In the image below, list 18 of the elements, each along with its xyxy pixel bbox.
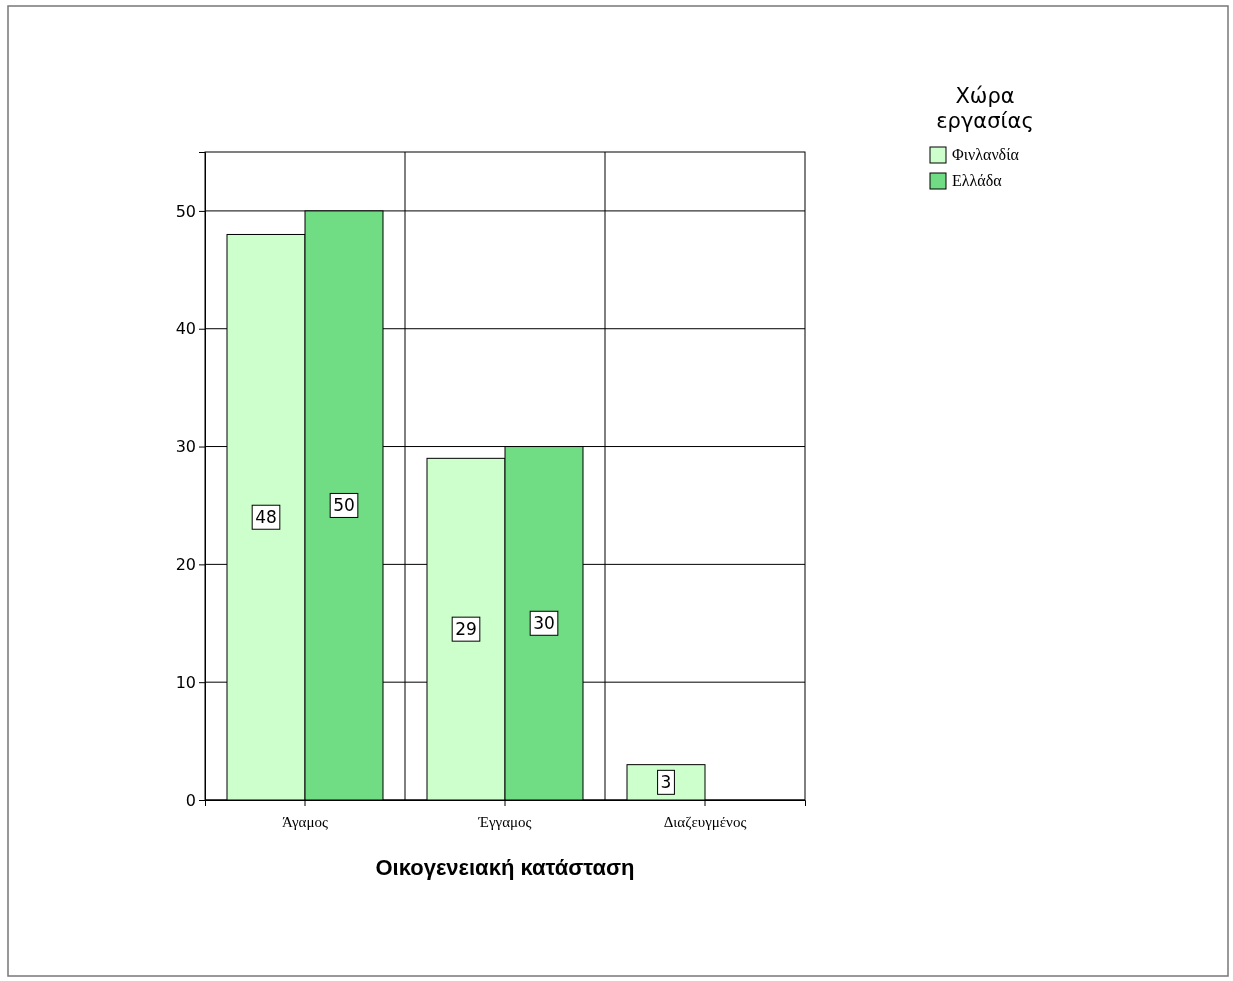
data-label: 3 [660, 772, 672, 793]
legend-label: Ελλάδα [952, 172, 1003, 189]
data-label: 50 [333, 495, 355, 516]
y-tick-label: 40 [175, 319, 196, 339]
y-tick-label: 10 [175, 672, 196, 692]
legend-label: Φινλανδία [952, 146, 1020, 163]
y-tick-label: 20 [175, 554, 196, 574]
y-tick-label: 50 [175, 201, 196, 221]
y-tick-label: 30 [175, 437, 196, 457]
x-axis-title: Οικογενειακή κατάσταση [375, 855, 635, 880]
x-tick-label: Έγγαμος [477, 814, 532, 830]
data-label: 30 [533, 613, 555, 634]
y-tick-label: 0 [185, 790, 196, 810]
x-tick-label: Άγαμος [282, 814, 328, 830]
data-label: 29 [455, 619, 477, 640]
legend-title: Χώρα εργασίας [936, 84, 1034, 133]
x-tick-label: Διαζευγμένος [663, 814, 747, 830]
data-label: 48 [255, 507, 277, 528]
